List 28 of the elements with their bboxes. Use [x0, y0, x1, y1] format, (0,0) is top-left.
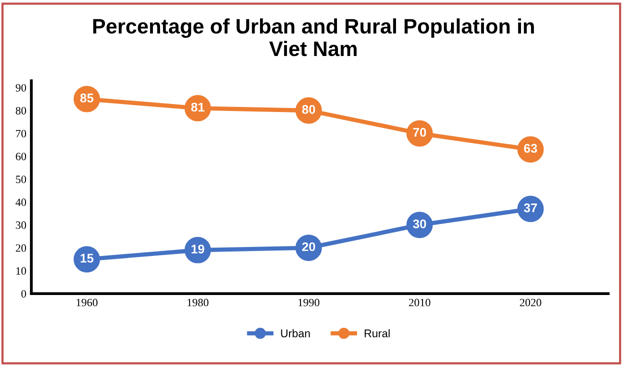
data-label: 37 [524, 203, 537, 212]
y-tick-label: 0 [21, 290, 26, 298]
y-tick-label: 30 [16, 221, 26, 229]
x-tick-label: 2020 [520, 298, 542, 306]
data-label: 80 [302, 105, 316, 114]
x-tick-label: 1960 [76, 298, 98, 306]
y-tick-label: 60 [16, 152, 26, 160]
x-tick-label: 1990 [298, 298, 320, 306]
data-label: 70 [413, 128, 426, 137]
data-label: 20 [302, 242, 316, 252]
x-tick-label: 1980 [188, 298, 208, 306]
legend-label: Rural [364, 329, 390, 338]
y-tick-label: 10 [16, 267, 26, 275]
x-tick-label: 2010 [408, 298, 430, 306]
data-label: 19 [192, 244, 204, 254]
data-label: 81 [191, 102, 204, 112]
data-label: 63 [524, 144, 538, 153]
chart-title: Percentage of Urban and Rural Population in Viet Nam [93, 18, 534, 56]
y-tick-label: 50 [16, 176, 26, 184]
y-tick-label: 80 [16, 106, 26, 114]
y-tick-label: 90 [16, 84, 26, 92]
y-tick-label: 20 [16, 244, 26, 252]
data-label: 15 [80, 254, 94, 263]
data-label: 85 [80, 94, 94, 102]
y-tick-label: 40 [16, 198, 26, 206]
legend-label: Urban [281, 329, 310, 338]
y-tick-label: 70 [16, 130, 26, 138]
data-label: 30 [412, 219, 426, 228]
